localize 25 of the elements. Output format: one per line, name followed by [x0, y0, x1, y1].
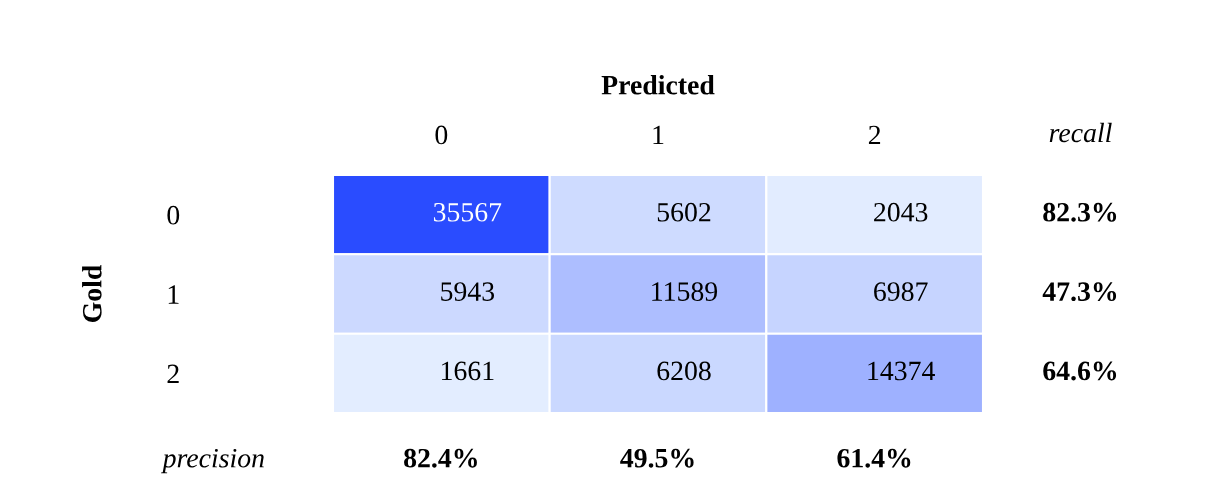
text: 82.4%: [404, 448, 477, 468]
y2-tick-label: 64.6%: [1043, 361, 1117, 381]
data-label: 6208: [657, 361, 711, 381]
data-label: 2043: [874, 202, 928, 222]
x-tick-label: 1: [653, 125, 664, 145]
data-label: 5943: [441, 282, 495, 301]
data-label: 35567: [433, 202, 502, 222]
x-axis-title: Predicted: [601, 74, 715, 95]
data-label: 1661: [442, 361, 494, 381]
data-label: 11589: [652, 282, 718, 301]
data-label: 6987: [874, 282, 928, 301]
y-tick-label: 1: [168, 285, 179, 304]
y-tick-label: 0: [167, 205, 180, 225]
data-label: 14374: [868, 361, 935, 381]
text: recall: [1049, 122, 1112, 143]
y2-tick-label: 47.3%: [1042, 282, 1117, 302]
text: 49.5%: [620, 448, 694, 468]
x-tick-label: 2: [868, 125, 881, 145]
data-label: 5602: [657, 202, 711, 222]
text: precision: [161, 448, 264, 474]
y-tick-label: 2: [167, 364, 179, 383]
y2-tick-label: 82.3%: [1043, 202, 1117, 222]
y-axis-title: Gold: [82, 264, 102, 322]
x-tick-label: 0: [435, 125, 448, 145]
text: 61.4%: [837, 448, 911, 468]
